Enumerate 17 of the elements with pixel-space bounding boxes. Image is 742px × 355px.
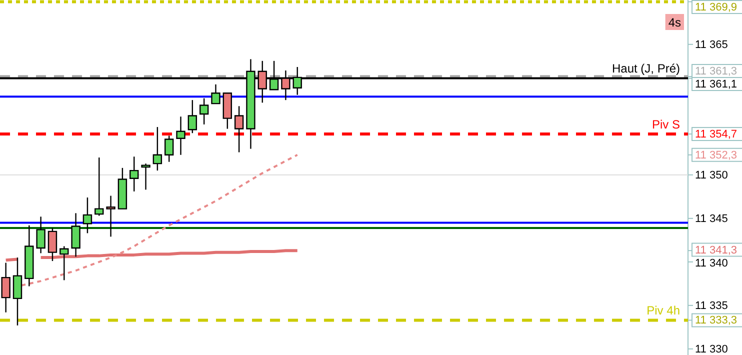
y-tick-label: 11 333,3 — [695, 314, 738, 327]
ref-line-label: Piv S — [652, 117, 680, 132]
y-tick-label: 11 345 — [695, 212, 728, 225]
y-tick-label: 11 330 — [695, 343, 728, 355]
y-tick-label: 11 350 — [695, 169, 728, 182]
y-tick-label: 11 335 — [695, 300, 728, 312]
y-tick-label: 11 340 — [695, 257, 728, 270]
ref-line-label: Piv 4h — [646, 304, 680, 318]
y-tick-label: 11 361,1 — [695, 78, 738, 90]
y-tick-label: 11 369,9 — [695, 2, 738, 14]
y-tick-label: 11 354,7 — [695, 128, 738, 141]
y-tick-label: 11 365 — [695, 38, 728, 51]
y-tick-label: 11 352,3 — [695, 149, 738, 162]
y-tick-label: 11 341,3 — [695, 244, 738, 256]
y-tick-label: 11 361,3 — [695, 65, 738, 78]
annotation: 4s — [668, 15, 682, 30]
ref-line-label: Haut (J, Pré) — [612, 62, 680, 76]
